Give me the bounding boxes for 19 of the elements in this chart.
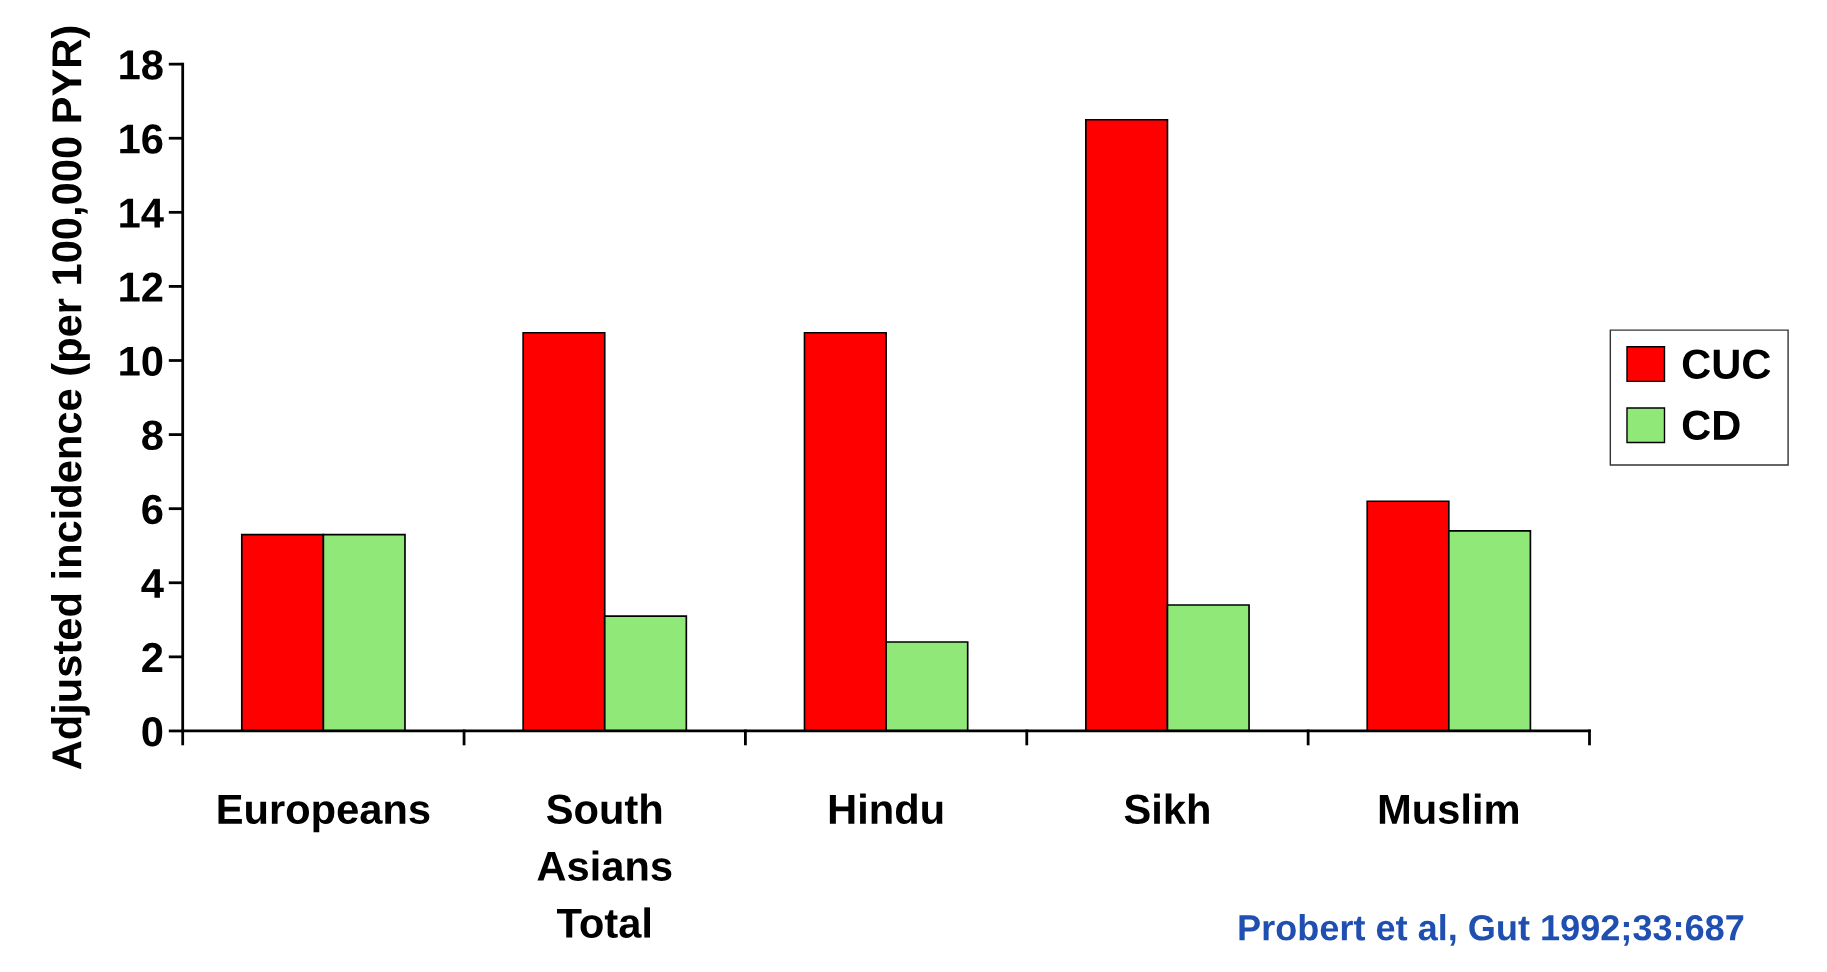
legend-label: CD xyxy=(1682,410,1740,441)
y-tick-label: 14 xyxy=(120,198,164,228)
y-tick-label: 2 xyxy=(142,642,163,672)
y-tick-label: 12 xyxy=(120,272,163,302)
y-tick-label: 6 xyxy=(142,494,163,525)
y-tick-label: 18 xyxy=(120,50,163,80)
y-tick-label: 16 xyxy=(120,124,163,154)
y-tick-label: 4 xyxy=(141,569,164,598)
y-axis-title: Adjusted incidence (per 100,000 PYR) xyxy=(50,26,90,770)
x-tick-label: Hindu xyxy=(829,793,943,825)
y-tick-label: 8 xyxy=(142,420,163,451)
x-tick-label: Muslim xyxy=(1379,793,1518,825)
x-tick-label: South Asians Total xyxy=(537,793,672,938)
y-tick-label: 0 xyxy=(142,716,163,747)
text: Probert et al, Gut 1992;33:687 xyxy=(1239,914,1744,946)
x-tick-label: Sikh xyxy=(1124,793,1209,825)
legend-label: CUC xyxy=(1682,349,1771,379)
x-tick-label: Europeans xyxy=(218,794,430,833)
y-tick-label: 10 xyxy=(120,346,163,377)
